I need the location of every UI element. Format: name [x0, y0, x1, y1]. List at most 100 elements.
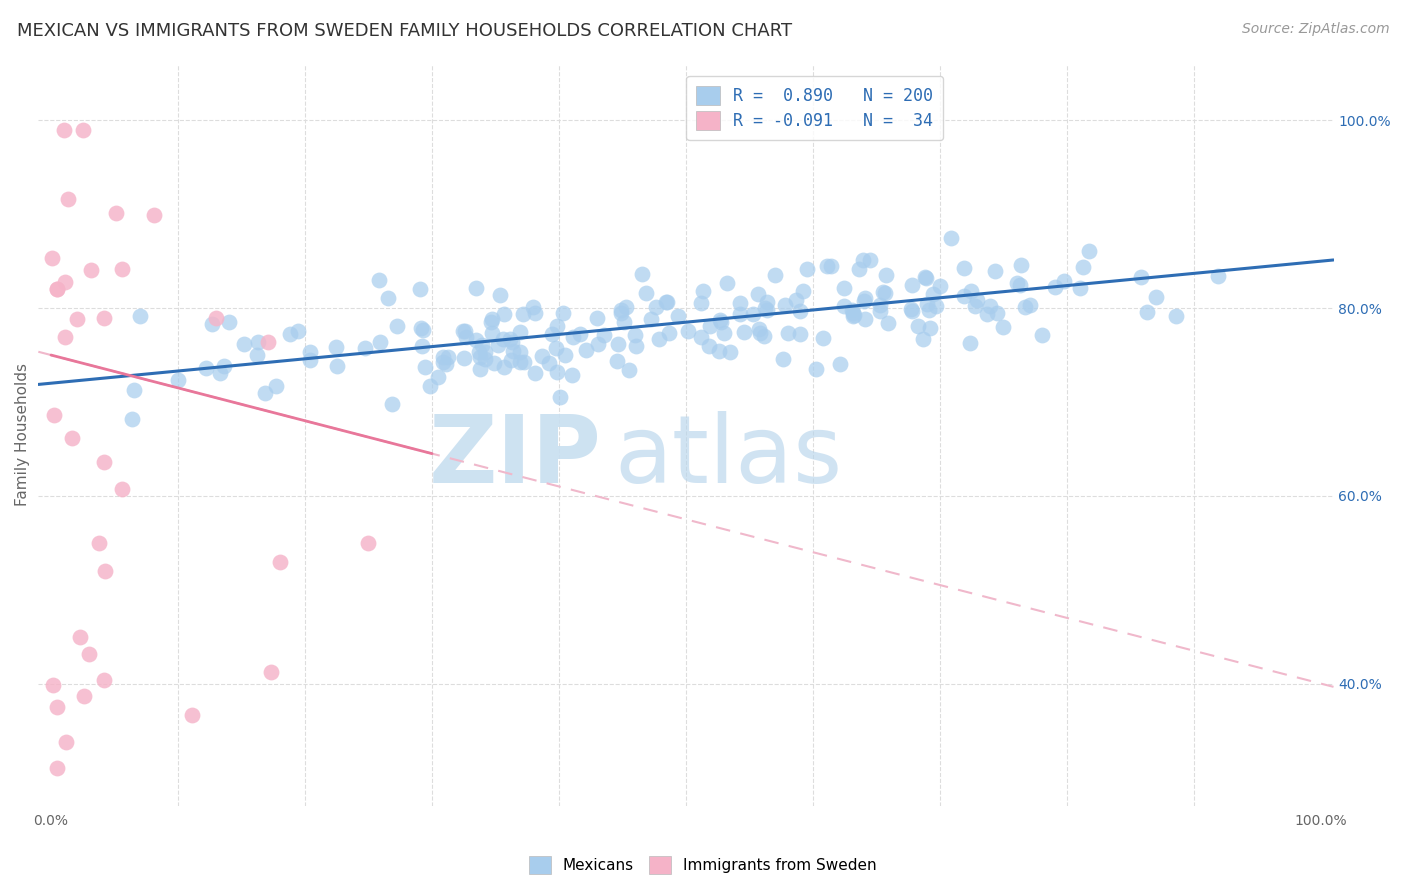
Point: [474, 345, 496, 359]
Point: [467, 345, 489, 359]
Point: [551, 305, 574, 319]
Point: [412, 323, 434, 337]
Point: [709, 344, 731, 359]
Point: [354, 341, 377, 355]
Point: [453, 351, 475, 365]
Point: [976, 307, 998, 321]
Point: [246, 348, 269, 362]
Point: [538, 356, 561, 370]
Point: [1164, 309, 1187, 323]
Text: MEXICAN VS IMMIGRANTS FROM SWEDEN FAMILY HOUSEHOLDS CORRELATION CHART: MEXICAN VS IMMIGRANTS FROM SWEDEN FAMILY…: [17, 22, 792, 40]
Point: [853, 291, 876, 305]
Point: [1136, 304, 1159, 318]
Point: [841, 303, 863, 318]
Point: [385, 319, 408, 334]
Point: [46, 761, 69, 775]
Point: [953, 260, 976, 275]
Point: [492, 359, 515, 374]
Point: [796, 262, 818, 277]
Point: [754, 301, 776, 315]
Point: [917, 296, 939, 310]
Point: [984, 264, 1007, 278]
Text: atlas: atlas: [614, 411, 844, 503]
Point: [842, 306, 865, 320]
Point: [789, 304, 811, 318]
Point: [959, 336, 981, 351]
Point: [586, 311, 609, 326]
Point: [832, 281, 855, 295]
Point: [46, 282, 69, 296]
Point: [509, 355, 531, 369]
Point: [484, 356, 506, 370]
Point: [432, 355, 454, 369]
Point: [606, 354, 628, 368]
Point: [481, 326, 503, 340]
Point: [754, 329, 776, 343]
Point: [789, 327, 811, 342]
Point: [979, 299, 1001, 313]
Point: [436, 350, 458, 364]
Point: [121, 412, 143, 426]
Point: [55, 734, 77, 748]
Point: [648, 332, 671, 346]
Point: [465, 281, 488, 295]
Point: [901, 304, 924, 318]
Point: [911, 333, 934, 347]
Point: [79, 647, 101, 661]
Point: [785, 293, 807, 307]
Point: [747, 286, 769, 301]
Point: [960, 284, 983, 298]
Point: [486, 338, 509, 352]
Point: [104, 206, 127, 220]
Point: [713, 326, 735, 341]
Point: [264, 379, 287, 393]
Point: [562, 330, 585, 344]
Point: [569, 327, 592, 342]
Point: [733, 325, 755, 339]
Point: [1043, 280, 1066, 294]
Point: [915, 271, 938, 285]
Point: [411, 321, 433, 335]
Point: [409, 282, 432, 296]
Point: [666, 310, 689, 324]
Point: [640, 312, 662, 326]
Point: [326, 359, 349, 373]
Point: [830, 357, 852, 371]
Point: [877, 316, 900, 330]
Point: [56, 192, 79, 206]
Y-axis label: Family Households: Family Households: [15, 363, 30, 507]
Point: [952, 288, 974, 302]
Point: [841, 310, 863, 324]
Point: [792, 284, 814, 298]
Point: [93, 311, 115, 326]
Point: [773, 298, 796, 312]
Point: [432, 350, 454, 364]
Point: [470, 350, 492, 364]
Point: [1014, 300, 1036, 314]
Point: [434, 357, 457, 371]
Point: [613, 315, 636, 329]
Point: [918, 302, 941, 317]
Point: [471, 338, 494, 352]
Point: [709, 313, 731, 327]
Point: [965, 299, 987, 313]
Point: [1019, 298, 1042, 312]
Text: Source: ZipAtlas.com: Source: ZipAtlas.com: [1241, 22, 1389, 37]
Point: [502, 343, 524, 358]
Point: [1077, 244, 1099, 258]
Point: [122, 384, 145, 398]
Point: [501, 334, 523, 349]
Point: [772, 351, 794, 366]
Point: [921, 287, 943, 301]
Point: [742, 307, 765, 321]
Point: [269, 555, 291, 569]
Point: [41, 678, 63, 692]
Point: [541, 327, 564, 342]
Point: [501, 352, 523, 367]
Point: [253, 385, 276, 400]
Point: [201, 318, 224, 332]
Point: [464, 333, 486, 347]
Point: [325, 340, 347, 354]
Point: [554, 348, 576, 362]
Point: [859, 253, 882, 268]
